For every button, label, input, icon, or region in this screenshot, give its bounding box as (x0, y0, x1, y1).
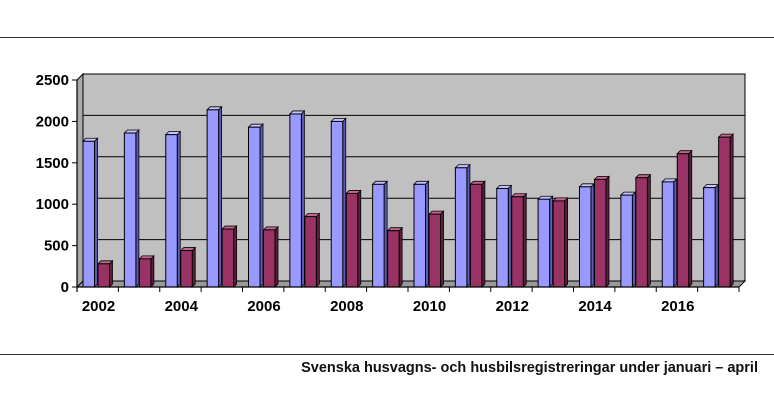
bar (718, 136, 731, 288)
bar (138, 258, 152, 288)
bar (289, 113, 302, 288)
y-tick-label: 2500 (36, 72, 69, 89)
y-tick-label: 0 (61, 279, 69, 296)
x-tick-label: 2014 (578, 298, 612, 315)
x-tick-label: 2008 (330, 298, 363, 315)
x-tick-label: 2002 (82, 298, 115, 315)
bar (387, 230, 400, 288)
bar (206, 109, 220, 288)
bar (537, 198, 551, 288)
bar (221, 228, 235, 288)
y-tick-label: 500 (44, 238, 69, 255)
bar (413, 183, 426, 288)
bar (165, 134, 178, 288)
bar (552, 200, 566, 288)
bar (594, 178, 607, 288)
x-tick-label: 2004 (165, 298, 199, 315)
bottom-rule (0, 354, 774, 355)
x-tick-label: 2012 (496, 298, 529, 315)
x-tick-label: 2006 (247, 298, 280, 315)
y-tick-label: 2000 (36, 113, 69, 130)
x-tick-label: 2016 (661, 298, 694, 315)
bar (330, 120, 344, 288)
bar (345, 192, 359, 288)
bar (676, 153, 690, 288)
bar (180, 250, 193, 288)
y-tick-label: 1000 (36, 196, 69, 213)
bar (703, 187, 716, 288)
bar (661, 181, 675, 288)
bar (304, 216, 317, 288)
y-tick-label: 1500 (36, 155, 69, 172)
bar (579, 186, 592, 288)
chart-caption: Svenska husvagns- och husbilsregistrerin… (301, 360, 758, 376)
bar (469, 183, 483, 288)
x-tick-label: 2010 (413, 298, 446, 315)
bar (248, 126, 261, 288)
bar (263, 229, 276, 288)
bar (454, 167, 468, 288)
bar (511, 196, 524, 288)
bar (123, 132, 137, 288)
bar-chart: 0 500 1000 1500 2000 2500 2002 2004 2006 2008 2010… (36, 72, 747, 315)
plot-side-wall (76, 72, 84, 289)
bar (620, 194, 633, 288)
bar (635, 177, 648, 288)
top-rule (0, 37, 774, 38)
bar (82, 140, 95, 288)
bar (372, 183, 385, 288)
bar (97, 263, 110, 288)
bar (428, 213, 441, 288)
bar (496, 187, 509, 288)
